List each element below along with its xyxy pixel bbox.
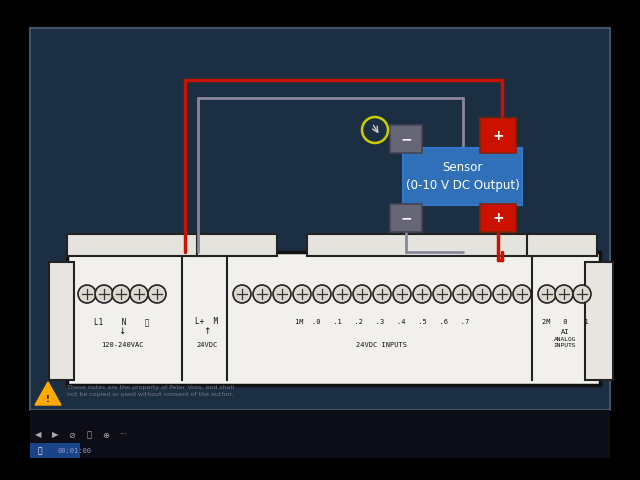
Text: ⊘: ⊘: [68, 431, 76, 440]
Bar: [307, 234, 537, 256]
Bar: [390, 204, 422, 232]
Circle shape: [112, 285, 130, 303]
Circle shape: [78, 285, 96, 303]
Circle shape: [538, 285, 556, 303]
Circle shape: [353, 285, 371, 303]
Text: ANALOG
INPUTS: ANALOG INPUTS: [554, 337, 576, 348]
Text: 2M   0    1: 2M 0 1: [541, 319, 588, 325]
Polygon shape: [35, 382, 61, 405]
Circle shape: [253, 285, 271, 303]
Bar: [480, 118, 516, 153]
Circle shape: [573, 285, 591, 303]
Circle shape: [493, 285, 511, 303]
Bar: [67, 252, 600, 385]
Bar: [197, 234, 277, 256]
Bar: [480, 204, 516, 232]
Text: L1    N    ⏚: L1 N ⏚: [94, 317, 150, 326]
Text: ↓: ↓: [118, 327, 125, 336]
Text: ◀: ◀: [35, 431, 41, 440]
Text: ⊕: ⊕: [102, 431, 109, 440]
Text: ↑: ↑: [204, 327, 211, 336]
Circle shape: [273, 285, 291, 303]
Text: 00:01:00: 00:01:00: [58, 448, 92, 454]
Text: 24VDC INPUTS: 24VDC INPUTS: [356, 342, 408, 348]
Circle shape: [148, 285, 166, 303]
Circle shape: [513, 285, 531, 303]
Circle shape: [413, 285, 431, 303]
Circle shape: [393, 285, 411, 303]
Bar: [30, 28, 610, 410]
Text: AI: AI: [561, 329, 569, 335]
Text: −: −: [400, 132, 412, 146]
Bar: [527, 234, 597, 256]
Circle shape: [555, 285, 573, 303]
Bar: [390, 125, 422, 153]
Circle shape: [373, 285, 391, 303]
Text: ⏸: ⏸: [38, 446, 42, 456]
Text: ▶: ▶: [52, 431, 58, 440]
Text: −: −: [400, 211, 412, 225]
Text: +: +: [492, 129, 504, 143]
Bar: [0, 458, 640, 480]
Bar: [49, 262, 74, 380]
Text: !: !: [46, 396, 50, 405]
Circle shape: [130, 285, 148, 303]
Text: 120-240VAC: 120-240VAC: [100, 342, 143, 348]
Text: 1M  .0   .1   .2   .3   .4   .5   .6   .7: 1M .0 .1 .2 .3 .4 .5 .6 .7: [295, 319, 469, 325]
Circle shape: [433, 285, 451, 303]
Text: ⧉: ⧉: [86, 431, 92, 440]
Text: 24VDC: 24VDC: [196, 342, 218, 348]
Circle shape: [453, 285, 471, 303]
Text: L+  M: L+ M: [195, 317, 219, 326]
Bar: [403, 148, 522, 205]
Circle shape: [95, 285, 113, 303]
Text: These notes are the property of Peter Voss, and shall
not be copied or used with: These notes are the property of Peter Vo…: [67, 385, 234, 396]
Circle shape: [293, 285, 311, 303]
Circle shape: [473, 285, 491, 303]
Bar: [585, 262, 613, 380]
Circle shape: [333, 285, 351, 303]
Bar: [30, 410, 610, 460]
Bar: [67, 234, 207, 256]
Bar: [30, 443, 80, 458]
Text: Sensor
(0-10 V DC Output): Sensor (0-10 V DC Output): [406, 161, 520, 192]
Circle shape: [313, 285, 331, 303]
Text: ···: ···: [119, 431, 127, 440]
Text: +: +: [492, 211, 504, 225]
Circle shape: [233, 285, 251, 303]
